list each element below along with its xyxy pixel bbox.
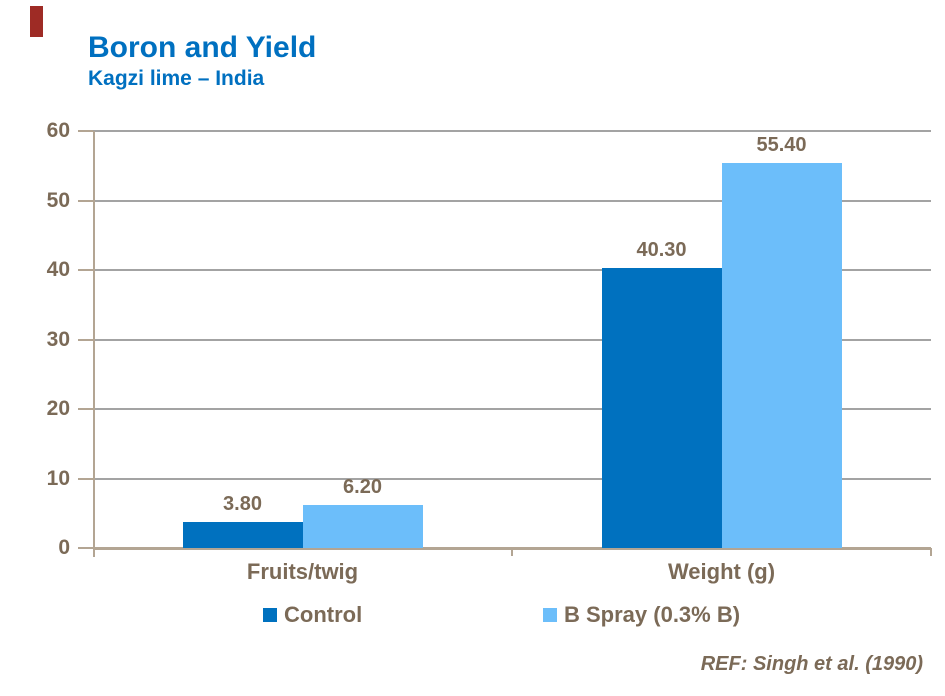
gridline-60 [93, 130, 931, 132]
category-label-1: Weight (g) [667, 559, 776, 584]
value-label-0-0: 3.80 [223, 492, 262, 515]
bar-control-0 [182, 521, 303, 548]
gridline-50 [93, 199, 931, 202]
value-label-0-1: 6.20 [343, 475, 382, 498]
y-tick-20 [78, 408, 93, 410]
bar-control-1 [601, 267, 722, 548]
legend-swatch-1 [543, 608, 557, 622]
y-tick-50 [78, 199, 93, 202]
legend-item-0: Control [263, 603, 362, 627]
y-tick-30 [78, 338, 93, 341]
legend-label-1: B Spray (0.3% B) [564, 602, 741, 627]
page-title: Boron and Yield [88, 31, 317, 64]
bar-b-spray-0-3-b--1 [721, 162, 842, 548]
y-tick-40 [78, 269, 93, 271]
gridline-40 [93, 269, 931, 271]
category-label-0: Fruits/twig [246, 559, 359, 584]
gridline-20 [93, 408, 931, 410]
page-subtitle: Kagzi lime – India [88, 67, 265, 90]
gridline-10 [93, 477, 931, 480]
y-tick-label-0: 0 [58, 536, 70, 559]
value-label-1-1: 55.40 [756, 133, 807, 156]
legend-swatch-0 [263, 608, 277, 622]
legend-label-0: Control [284, 602, 363, 627]
y-tick-label-30: 30 [46, 327, 70, 351]
y-tick-60 [78, 130, 93, 132]
x-boundary-tick-0 [511, 548, 513, 556]
y-tick-label-10: 10 [46, 466, 70, 490]
y-tick-label-50: 50 [46, 188, 70, 212]
value-label-1-0: 40.30 [636, 238, 687, 261]
y-tick-label-20: 20 [46, 397, 70, 420]
y-tick-label-40: 40 [46, 258, 70, 281]
y-tick-label-60: 60 [46, 119, 70, 142]
y-tick-10 [78, 477, 93, 480]
y-axis-line [93, 131, 95, 557]
accent-block [30, 6, 43, 37]
reference-citation: REF: Singh et al. (1990) [700, 653, 923, 675]
bar-b-spray-0-3-b--0 [302, 504, 423, 548]
gridline-30 [93, 338, 931, 341]
legend-item-1: B Spray (0.3% B) [543, 603, 740, 627]
y-tick-0 [78, 547, 93, 549]
x-boundary-tick-1 [930, 548, 932, 556]
